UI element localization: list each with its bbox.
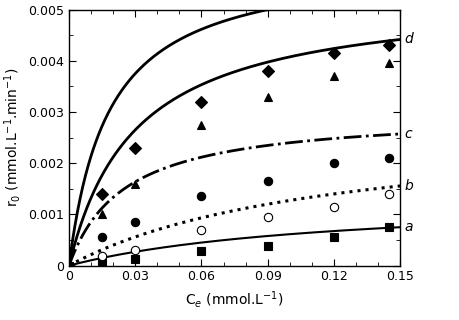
X-axis label: C$_e$ (mmol.L$^{-1}$): C$_e$ (mmol.L$^{-1}$) bbox=[185, 289, 283, 310]
Y-axis label: r$_0$ (mmol.L$^{-1}$.min$^{-1}$): r$_0$ (mmol.L$^{-1}$.min$^{-1}$) bbox=[1, 68, 22, 207]
Text: c: c bbox=[404, 127, 411, 141]
Text: b: b bbox=[404, 179, 413, 193]
Text: d: d bbox=[404, 32, 413, 46]
Text: a: a bbox=[404, 220, 412, 234]
